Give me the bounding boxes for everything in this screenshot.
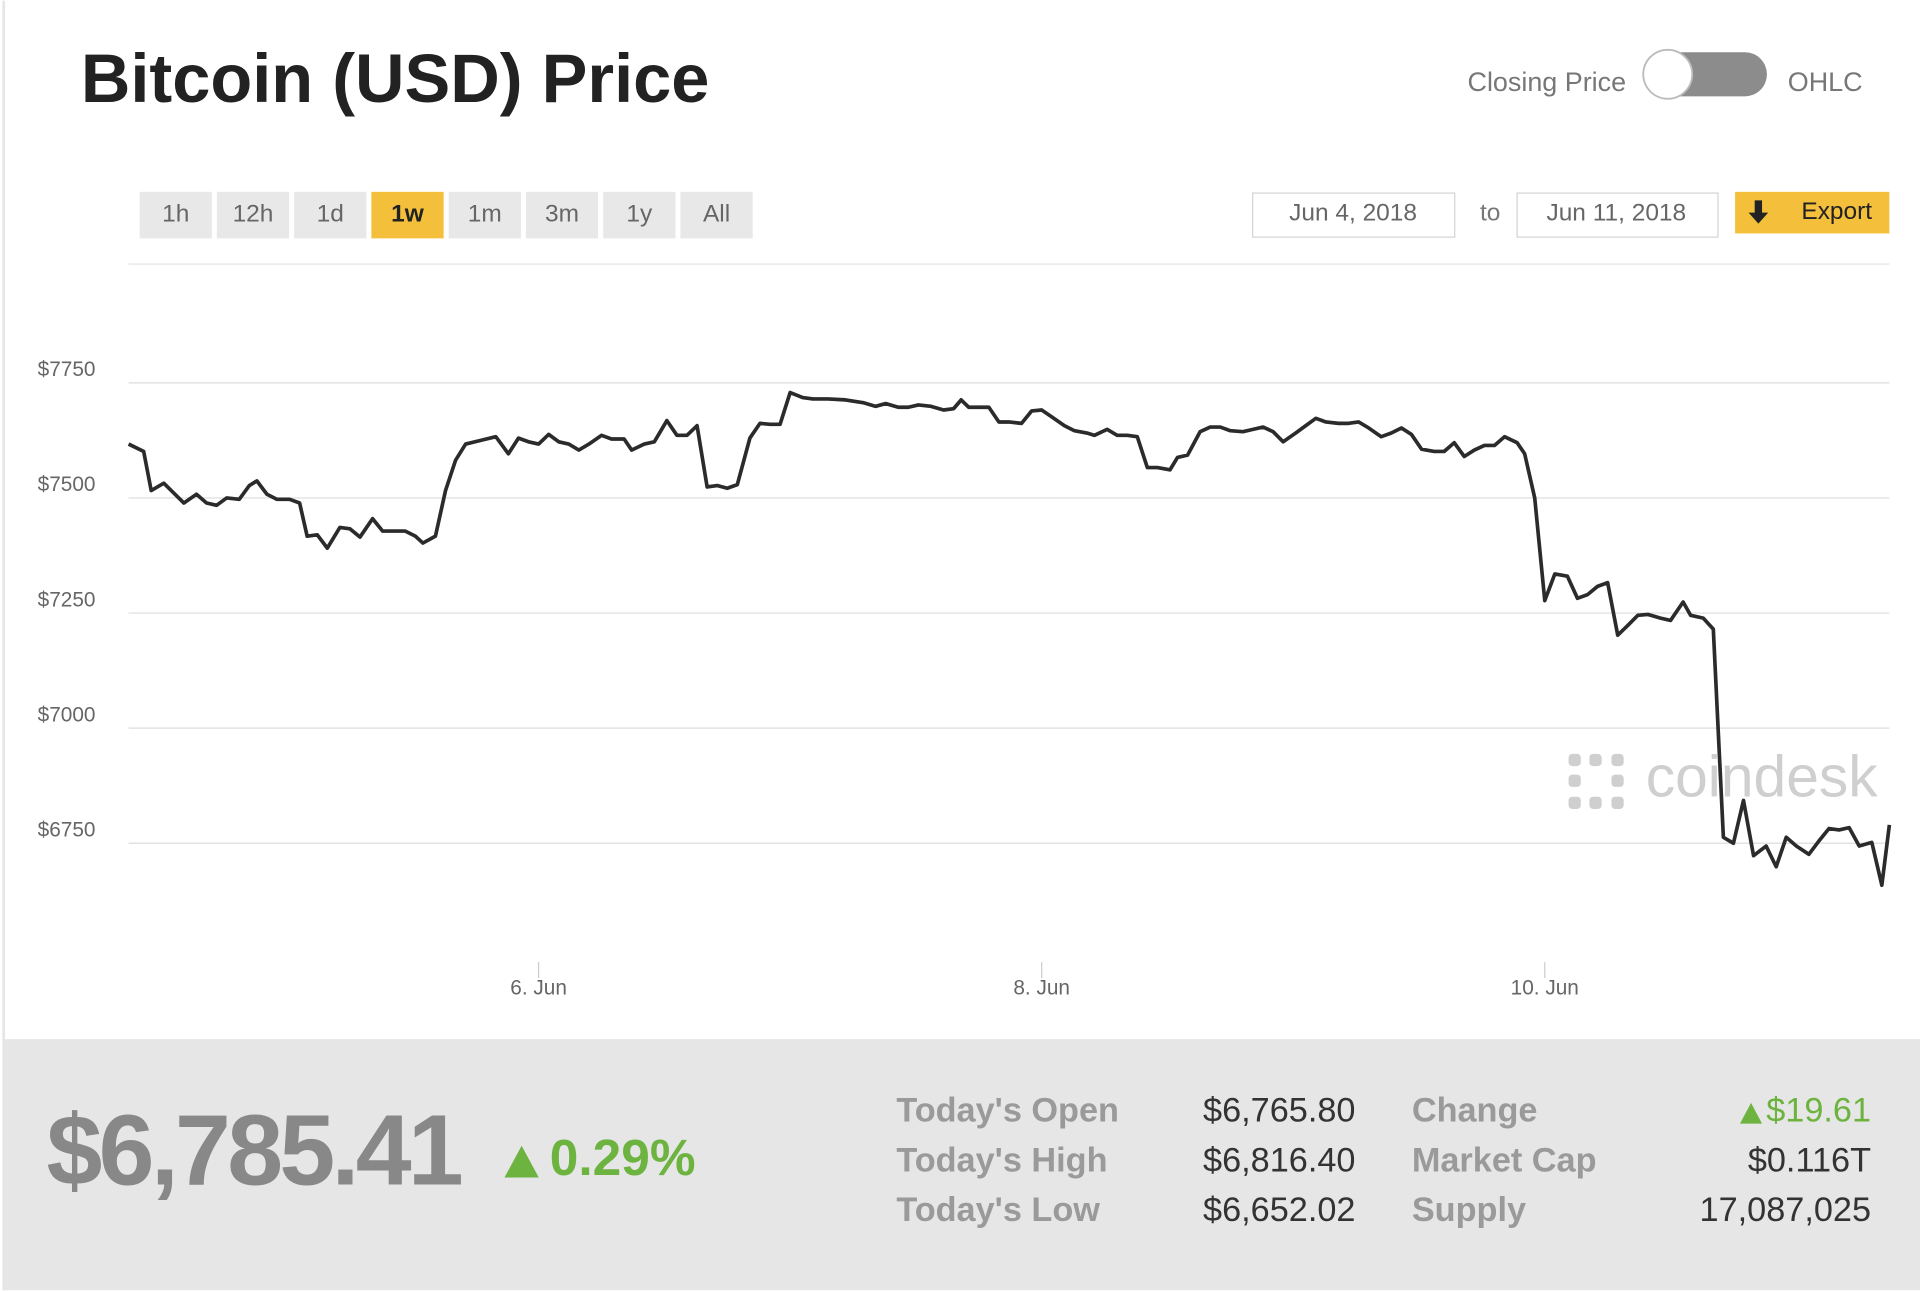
- download-icon: [1748, 200, 1769, 224]
- y-tick-label: $7250: [38, 588, 96, 611]
- watermark: coindesk: [1568, 744, 1879, 809]
- date-box: [1516, 192, 1719, 238]
- range-button[interactable]: 12h: [216, 191, 290, 239]
- stat-label: Today's Low: [896, 1191, 1100, 1229]
- y-tick-label: $7000: [38, 703, 96, 726]
- range-button-label: 12h: [233, 201, 274, 228]
- stat-value: $6,816.40: [1203, 1141, 1355, 1179]
- stat-value: $0.116T: [1748, 1141, 1871, 1179]
- range-button-bg: [139, 191, 212, 239]
- range-button[interactable]: 1d: [294, 191, 367, 239]
- title: Bitcoin (USD) Price: [81, 40, 710, 117]
- toggle-knob: [1642, 48, 1694, 100]
- stats-panel: [3, 1039, 1920, 1291]
- toggle-label: Closing Price: [1468, 67, 1627, 97]
- range-button[interactable]: 1h: [139, 191, 212, 239]
- range-button-label: All: [703, 201, 730, 228]
- y-tick-label: $7750: [38, 358, 96, 381]
- plot: $6750 $7000 $7250 $7500 $7750 6. Jun 8. Jun 10.…: [38, 358, 1892, 999]
- stat-label: Market Cap: [1412, 1141, 1597, 1179]
- range-button-label: 1m: [468, 201, 502, 228]
- range-button-label: 3m: [545, 201, 579, 228]
- range-button[interactable]: All: [680, 191, 753, 239]
- stat-value: $6,765.80: [1203, 1092, 1355, 1130]
- stat-value: 17,087,025: [1700, 1191, 1872, 1229]
- range-button-label: 1h: [162, 201, 189, 228]
- date-text: Jun 4, 2018: [1289, 199, 1417, 226]
- change-percent: 0.29%: [550, 1128, 696, 1186]
- range-buttons: 1h 12h 1d 1w 1m 3m 1y All: [139, 191, 753, 239]
- stats-table: Today's Open $6,765.80 Change $19.61 Today's…: [896, 1092, 1871, 1229]
- date-from[interactable]: Jun 4, 2018: [1252, 192, 1456, 238]
- y-tick-label: $6750: [38, 819, 96, 842]
- price-line: [127, 390, 1892, 887]
- price: $6,785.41: [47, 1094, 462, 1206]
- range-button-bg: [448, 191, 521, 239]
- range-button[interactable]: 1m: [448, 191, 521, 239]
- export-label: Export: [1801, 198, 1872, 225]
- range-button-label: 1y: [626, 201, 653, 228]
- range-button-bg: [603, 191, 676, 239]
- range-button[interactable]: 1y: [603, 191, 676, 239]
- range-button-bg: [216, 191, 290, 239]
- up-arrow: [1740, 1102, 1763, 1124]
- date-to[interactable]: Jun 11, 2018: [1516, 192, 1719, 238]
- toggle[interactable]: [1642, 48, 1767, 100]
- stat-label: Supply: [1412, 1191, 1526, 1229]
- stat-value: $19.61: [1766, 1092, 1871, 1130]
- x-tick-label: 6. Jun: [510, 976, 567, 999]
- stat-value: $6,652.02: [1203, 1191, 1355, 1229]
- export-button[interactable]: Export: [1735, 191, 1890, 234]
- x-tick-label: 10. Jun: [1511, 976, 1579, 999]
- range-button-label: 1w: [391, 201, 425, 228]
- x-tick-label: 8. Jun: [1013, 976, 1070, 999]
- date-text: Jun 11, 2018: [1546, 199, 1686, 226]
- range-button-bg: [294, 191, 367, 239]
- range-button-bg: [525, 191, 599, 239]
- range-button-bg: [680, 191, 753, 239]
- y-tick-label: $7500: [38, 473, 96, 496]
- range-button[interactable]: 3m: [525, 191, 599, 239]
- stat-label: Today's High: [896, 1141, 1107, 1179]
- watermark-logo: [1568, 753, 1624, 809]
- stat-label: Today's Open: [896, 1092, 1119, 1130]
- toggle-label: OHLC: [1788, 67, 1863, 97]
- range-button-bg: [371, 191, 444, 239]
- date-separator: to: [1480, 199, 1500, 226]
- range-button[interactable]: 1w: [371, 191, 444, 239]
- stat-label: Change: [1412, 1092, 1538, 1130]
- range-button-label: 1d: [317, 201, 344, 228]
- watermark-text: coindesk: [1646, 744, 1879, 809]
- date-box: [1252, 192, 1456, 238]
- up-arrow: [504, 1145, 539, 1178]
